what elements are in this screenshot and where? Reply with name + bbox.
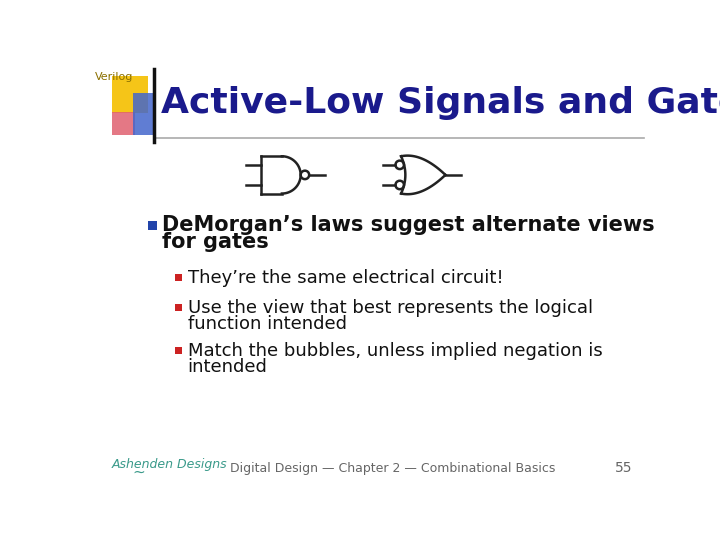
Bar xyxy=(175,274,182,281)
Text: Match the bubbles, unless implied negation is: Match the bubbles, unless implied negati… xyxy=(188,342,603,360)
Text: 55: 55 xyxy=(615,461,632,475)
Bar xyxy=(175,304,182,311)
Text: function intended: function intended xyxy=(188,314,346,333)
Text: Verilog: Verilog xyxy=(94,72,133,83)
Text: intended: intended xyxy=(188,357,268,376)
Bar xyxy=(112,76,148,112)
Text: Ashenden Designs: Ashenden Designs xyxy=(112,458,228,471)
Text: Use the view that best represents the logical: Use the view that best represents the lo… xyxy=(188,299,593,317)
Bar xyxy=(148,221,157,230)
Text: ∼: ∼ xyxy=(132,464,145,480)
Text: for gates: for gates xyxy=(162,232,269,252)
Bar xyxy=(132,92,156,135)
Text: DeMorgan’s laws suggest alternate views: DeMorgan’s laws suggest alternate views xyxy=(162,215,654,235)
Bar xyxy=(112,112,135,135)
Text: Active-Low Signals and Gates: Active-Low Signals and Gates xyxy=(161,86,720,120)
Text: Digital Design — Chapter 2 — Combinational Basics: Digital Design — Chapter 2 — Combination… xyxy=(230,462,555,475)
Text: They’re the same electrical circuit!: They’re the same electrical circuit! xyxy=(188,269,503,287)
Bar xyxy=(175,347,182,354)
